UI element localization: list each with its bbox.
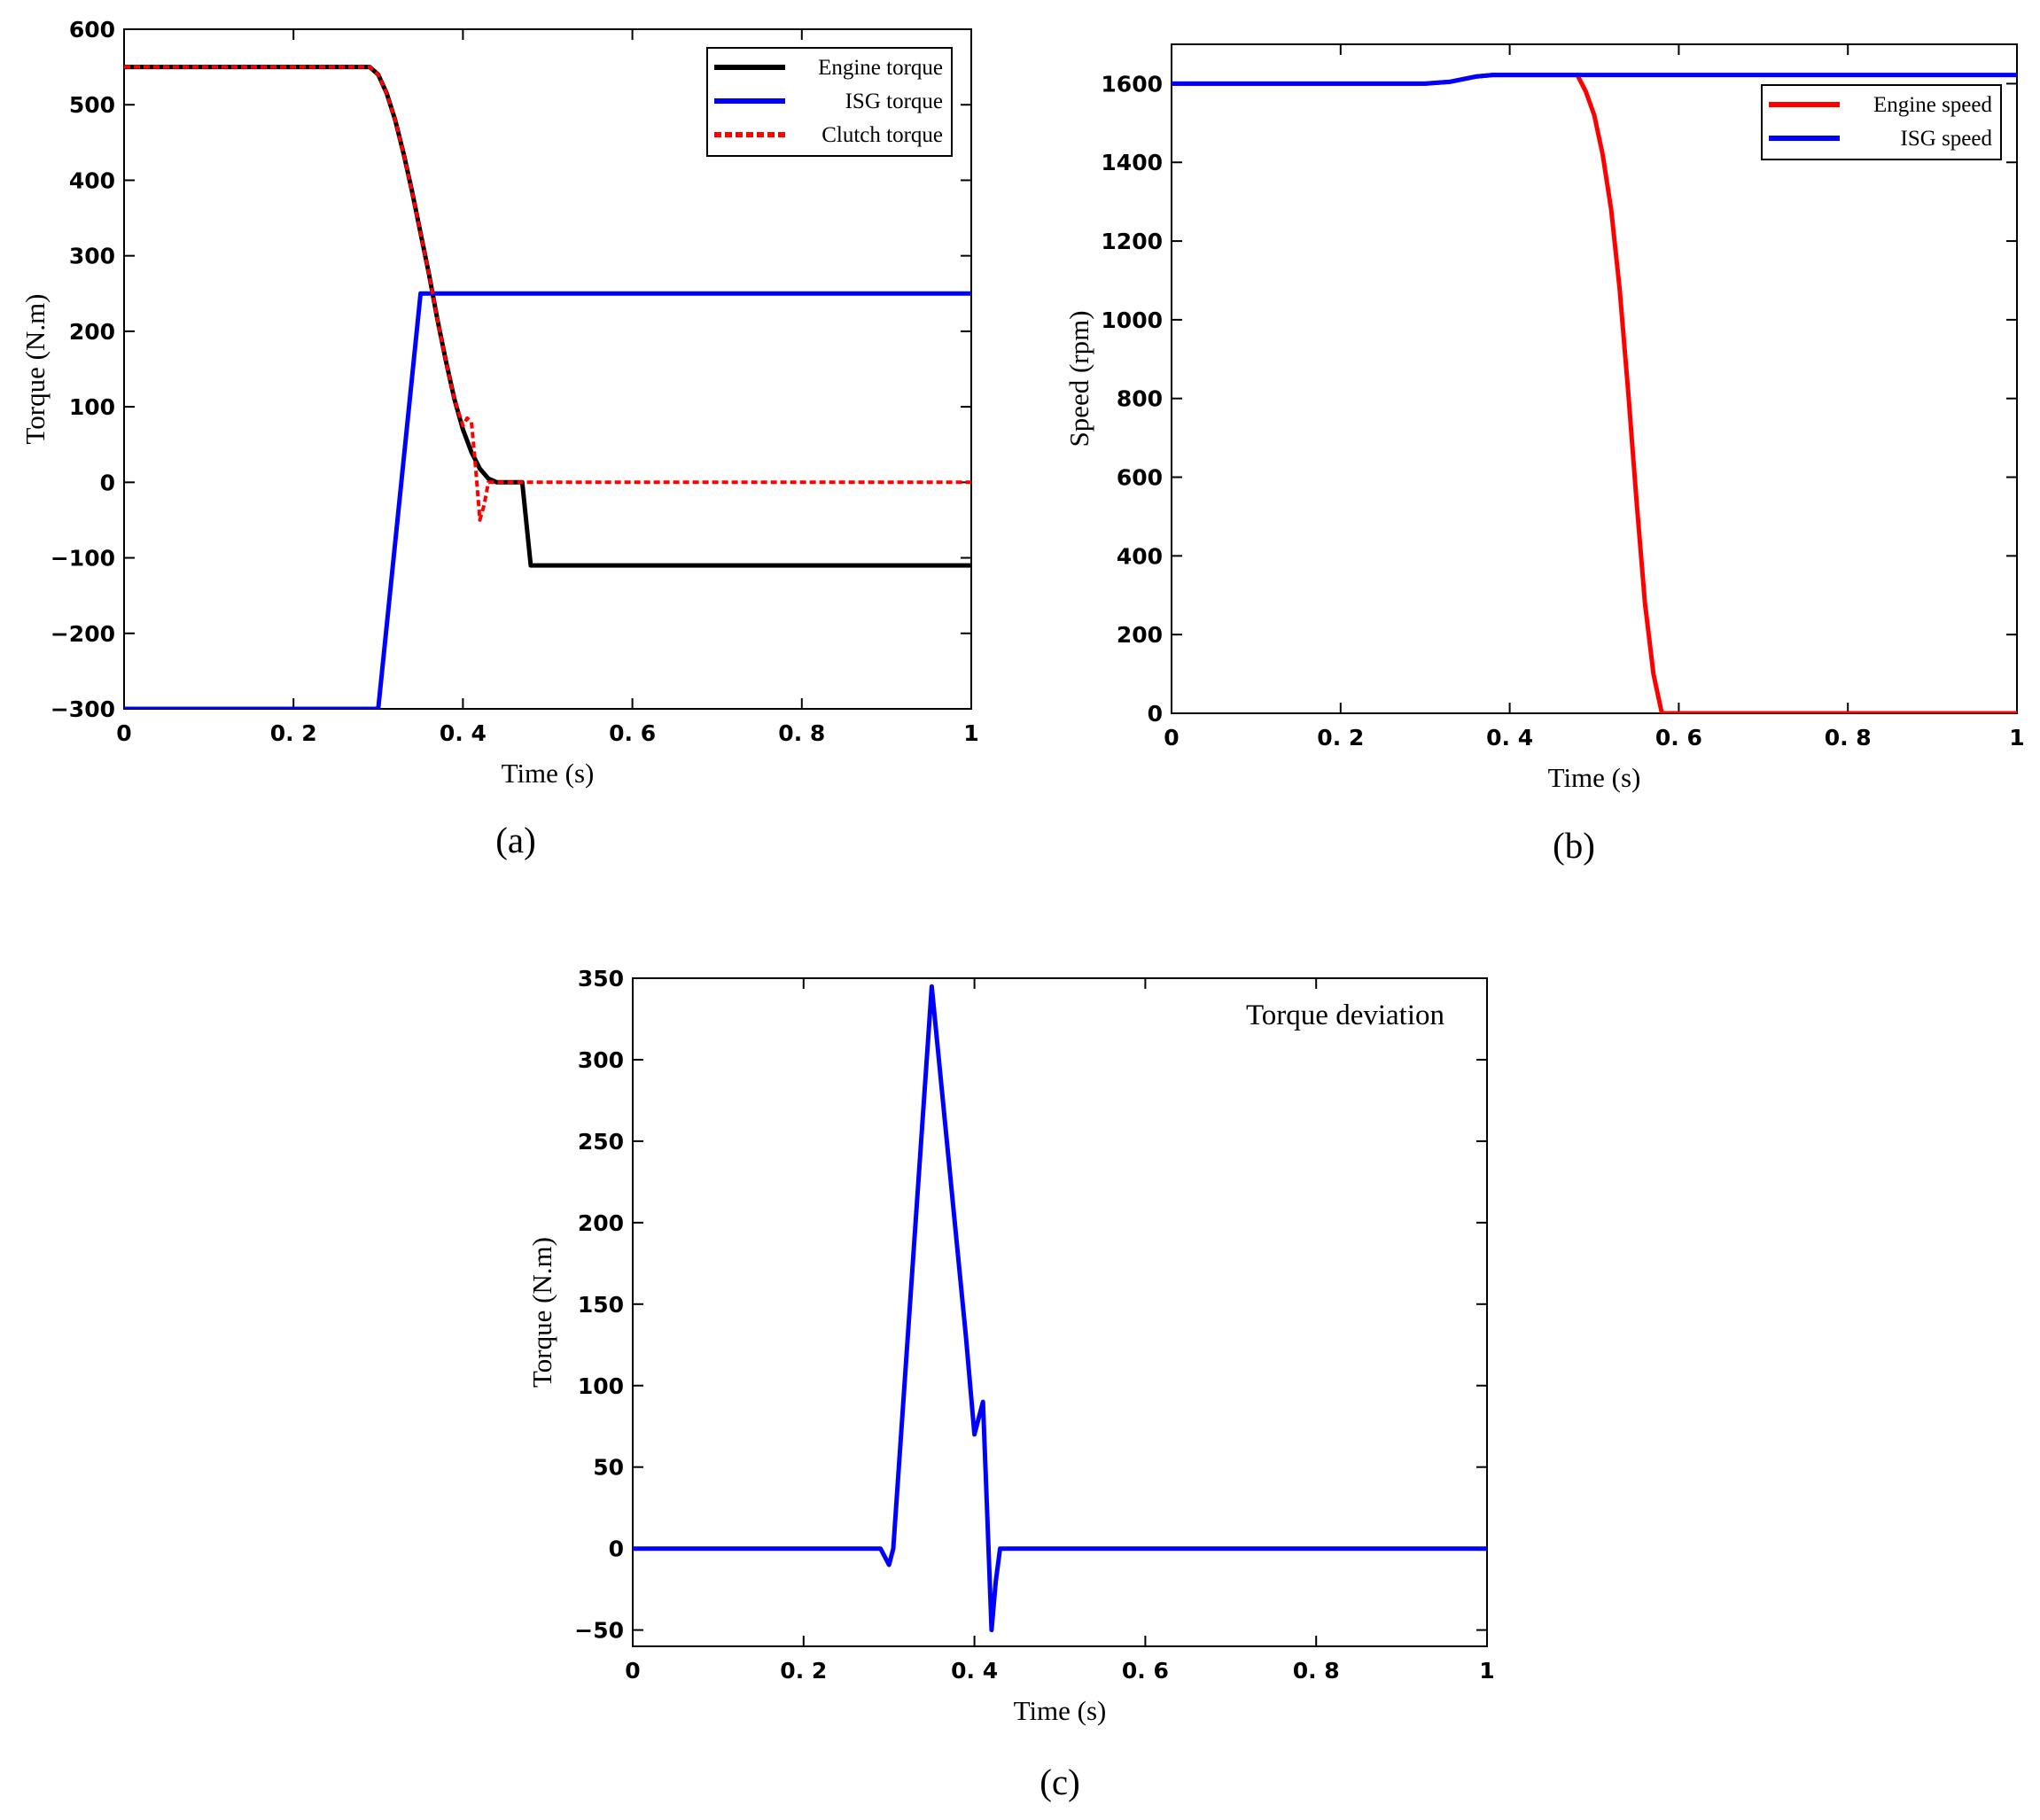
legend-entry: Engine speed — [1873, 93, 1992, 117]
x-tick-label: 0 — [116, 720, 131, 746]
legend-entry: Clutch torque — [821, 123, 943, 147]
y-tick-label: 600 — [69, 17, 115, 43]
x-tick-label: 0. 2 — [270, 720, 317, 746]
y-tick-label: 400 — [69, 167, 115, 193]
y-tick-label: 300 — [69, 244, 115, 269]
x-tick-label: 0. 8 — [778, 720, 825, 746]
x-axis-label: Time (s) — [1014, 1695, 1107, 1726]
y-tick-label: 0 — [1148, 701, 1163, 727]
figure-caption: (a) — [495, 820, 536, 860]
x-tick-label: 1 — [1479, 1658, 1494, 1684]
y-tick-label: 400 — [1117, 543, 1163, 569]
x-tick-label: 0. 6 — [1655, 725, 1702, 751]
x-tick-label: 0 — [625, 1658, 640, 1684]
y-tick-label: 150 — [578, 1292, 624, 1318]
y-tick-label: 0 — [609, 1536, 624, 1562]
y-tick-label: −200 — [51, 621, 115, 647]
x-tick-label: 0. 8 — [1293, 1658, 1340, 1684]
chart-annotation: Torque deviation — [1246, 999, 1444, 1031]
y-tick-label: 200 — [69, 319, 115, 345]
y-axis-label: Torque (N.m) — [19, 293, 51, 444]
plot-frame — [632, 977, 1488, 1647]
speed-chart-b: 0 0. 2 0. 4 0. 6 0. 8 1 0 200 400 600 800 1000 1200 1… — [1063, 43, 2025, 866]
legend-entry: ISG torque — [845, 89, 943, 113]
y-tick-label: 1000 — [1101, 307, 1163, 333]
y-axis-label: Speed (rpm) — [1063, 310, 1094, 447]
y-tick-label: 1400 — [1101, 150, 1163, 175]
x-tick-label: 0. 4 — [440, 720, 487, 746]
series-line-engine-speed — [1172, 73, 2017, 713]
x-tick-label: 1 — [2009, 725, 2024, 751]
y-tick-label: 100 — [578, 1373, 624, 1399]
y-tick-label: 1200 — [1101, 229, 1163, 254]
y-tick-label: 250 — [578, 1129, 624, 1155]
figure-caption: (c) — [1039, 1762, 1080, 1802]
x-tick-label: 0. 6 — [1122, 1658, 1169, 1684]
y-tick-label: 350 — [578, 966, 624, 992]
series-line-clutch-torque — [124, 65, 971, 522]
y-tick-label: 100 — [69, 394, 115, 420]
x-axis-label: Time (s) — [1548, 762, 1641, 793]
x-tick-label: 1 — [963, 720, 978, 746]
y-tick-label: 200 — [1117, 622, 1163, 648]
y-tick-label: −50 — [574, 1618, 624, 1644]
y-axis-label: Torque (N.m) — [526, 1237, 557, 1388]
x-tick-label: 0. 8 — [1825, 725, 1872, 751]
x-tick-label: 0. 6 — [609, 720, 656, 746]
x-tick-label: 0. 2 — [1317, 725, 1364, 751]
y-tick-label: 600 — [1117, 465, 1163, 491]
plot-frame — [123, 28, 972, 710]
y-tick-label: −100 — [51, 546, 115, 572]
y-tick-label: 0 — [100, 470, 115, 495]
series-line-isg-speed — [1172, 73, 2017, 86]
x-axis-label: Time (s) — [502, 758, 595, 789]
y-tick-label: 200 — [578, 1210, 624, 1236]
legend-box — [1761, 84, 2002, 160]
series-line-torque-deviation — [633, 984, 1487, 1633]
torque-chart-a: 0 0. 2 0. 4 0. 6 0. 8 1 −300 −200 −100 0 100 200 300… — [19, 17, 979, 860]
x-tick-label: 0 — [1164, 725, 1179, 751]
y-tick-label: 300 — [578, 1047, 624, 1073]
torque-deviation-chart-c: 0 0. 2 0. 4 0. 6 0. 8 1−500501001502002503003… — [526, 966, 1495, 1802]
y-tick-label: 800 — [1117, 386, 1163, 412]
figure-caption: (b) — [1553, 825, 1595, 866]
y-tick-label: 500 — [69, 92, 115, 118]
y-tick-label: −300 — [51, 696, 115, 722]
x-tick-label: 0. 4 — [1486, 725, 1533, 751]
x-tick-label: 0. 2 — [780, 1658, 827, 1684]
x-tick-label: 0. 4 — [951, 1658, 998, 1684]
plot-frame — [1171, 43, 2018, 714]
y-tick-label: 1600 — [1101, 71, 1163, 97]
legend-entry: Engine torque — [818, 56, 943, 80]
series-line-isg-torque — [124, 291, 971, 709]
legend-entry: ISG speed — [1901, 127, 1993, 151]
y-tick-label: 50 — [593, 1455, 624, 1481]
